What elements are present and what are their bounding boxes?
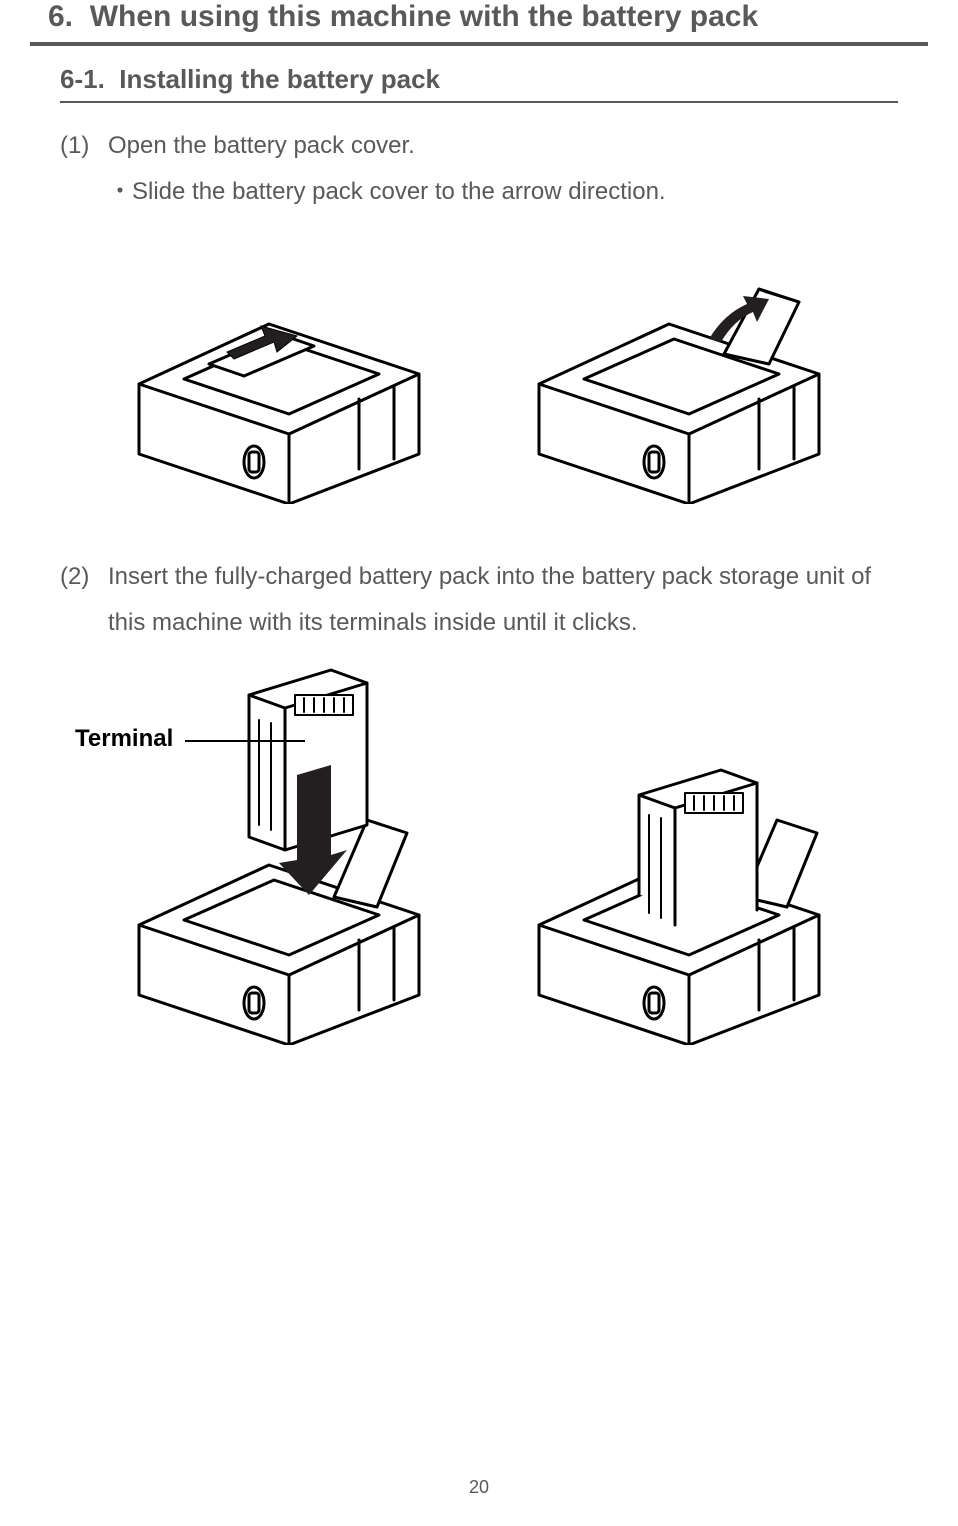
step-1-number: (1) (60, 123, 108, 169)
subsection-heading: 6-1. Installing the battery pack (60, 64, 898, 103)
terminal-label: Terminal (75, 725, 173, 753)
step-1-text: Open the battery pack cover. (108, 123, 898, 169)
subsection-number: 6-1. (60, 64, 105, 94)
step-2-text: Insert the fully-charged battery pack in… (108, 554, 898, 645)
page-number: 20 (0, 1477, 958, 1498)
figure-row-1 (0, 244, 958, 504)
section-heading: 6. When using this machine with the batt… (30, 0, 928, 46)
device-cover-slide-diagram (99, 244, 459, 504)
step-1: (1) Open the battery pack cover. ・ Slide… (60, 123, 898, 214)
device-insert-battery-diagram (99, 665, 459, 1045)
device-battery-inserted-diagram (499, 665, 859, 1045)
figure-row-2: Terminal (0, 665, 958, 1045)
step-1-bullet-text: Slide the battery pack cover to the arro… (132, 169, 898, 215)
step-2: (2) Insert the fully-charged battery pac… (60, 554, 898, 645)
section-number: 6. (48, 0, 73, 33)
device-cover-open-diagram (499, 244, 859, 504)
section-title: When using this machine with the battery… (90, 0, 758, 33)
terminal-leader-line (185, 740, 305, 742)
subsection-title: Installing the battery pack (119, 64, 440, 94)
step-2-number: (2) (60, 554, 108, 645)
step-1-bullet-mark: ・ (108, 169, 132, 215)
